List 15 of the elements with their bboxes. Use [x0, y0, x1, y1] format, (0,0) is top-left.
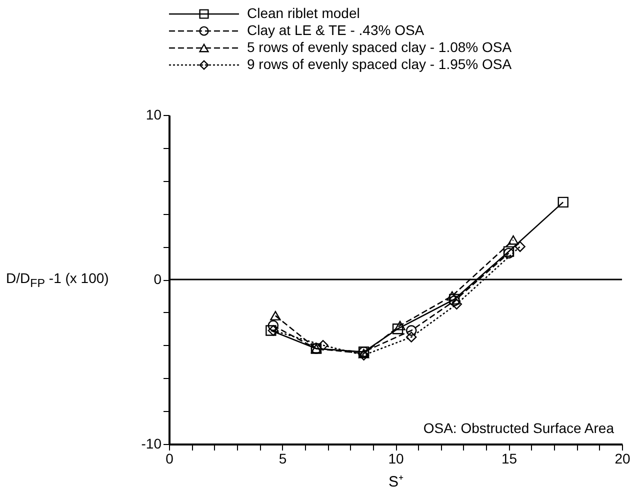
y-tick-label: 10	[146, 106, 162, 122]
y-axis-title: D/D$_{FP}$ -1 (x 100)	[6, 270, 109, 290]
x-tick-label: 20	[614, 450, 630, 466]
y-tick-label: 0	[154, 271, 162, 287]
annotation: OSA: Obstructed Surface Area	[423, 420, 614, 436]
x-axis-title: S⁺	[388, 474, 404, 490]
x-tick-label: 10	[388, 450, 404, 466]
y-tick-label: -10	[141, 436, 162, 452]
x-tick-label: 5	[278, 450, 287, 466]
x-tick-label: 0	[166, 450, 174, 466]
x-tick-label: 15	[501, 450, 518, 466]
legend-label: 9 rows of evenly spaced clay - 1.95% OSA	[247, 56, 512, 72]
legend-label: 5 rows of evenly spaced clay - 1.08% OSA	[247, 39, 512, 55]
legend-label: Clay at LE & TE - .43% OSA	[247, 22, 425, 38]
legend-label: Clean riblet model	[247, 5, 360, 21]
